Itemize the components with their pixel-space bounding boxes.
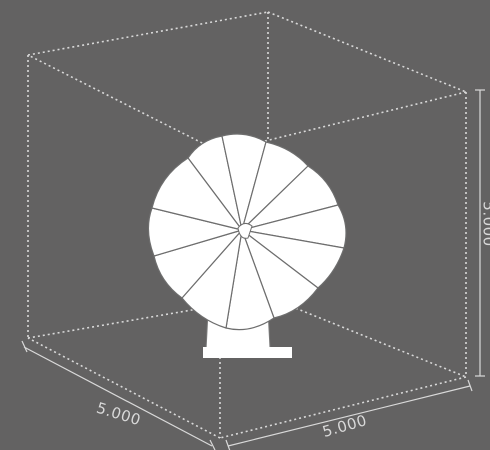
model-base-plate xyxy=(203,347,292,358)
box-edge xyxy=(267,296,467,378)
box-edge xyxy=(27,296,269,339)
box-edge xyxy=(267,11,467,93)
fan-hub xyxy=(237,222,253,239)
width-dimension-line xyxy=(227,385,471,447)
box-edge xyxy=(27,54,221,153)
height-dimension-label: 5.000 xyxy=(479,201,490,247)
width-tick xyxy=(467,379,473,392)
box-edge xyxy=(27,337,221,439)
fan-petal xyxy=(151,157,243,231)
fan-sculpture-model[interactable] xyxy=(147,133,347,358)
fan-petals xyxy=(147,133,347,331)
dimension-lines xyxy=(21,89,485,450)
width-tick xyxy=(225,439,231,450)
box-edge xyxy=(27,11,269,56)
depth-dimension-line xyxy=(23,346,213,447)
depth-tick xyxy=(21,340,28,353)
depth-tick xyxy=(209,439,216,450)
box-edge xyxy=(219,376,467,439)
bounding-box xyxy=(27,11,467,439)
